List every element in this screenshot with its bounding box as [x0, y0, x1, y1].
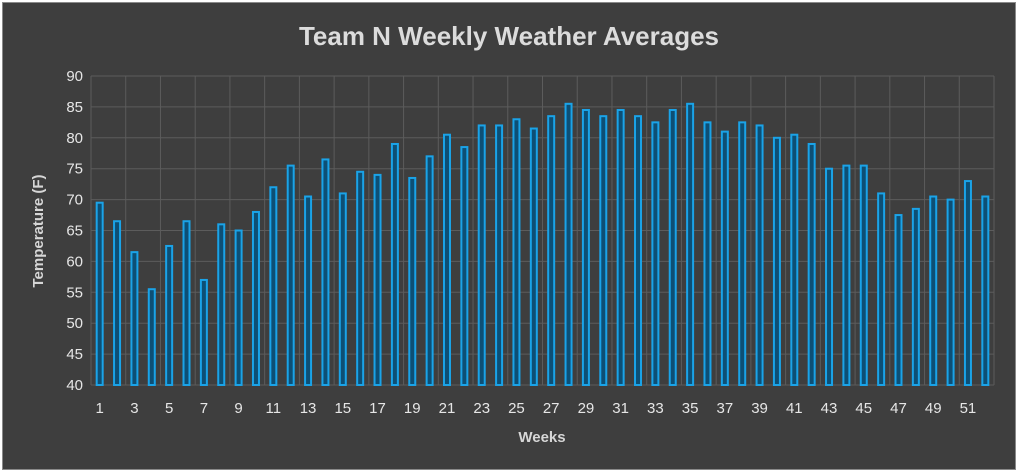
- x-tick-label: 39: [751, 400, 768, 417]
- bar-week-23: [477, 124, 486, 386]
- bar-week-17: [373, 173, 382, 386]
- y-tick-label: 45: [66, 346, 83, 363]
- x-tick-label: 11: [266, 400, 282, 417]
- bar-week-8: [217, 223, 226, 386]
- x-tick-label: 21: [439, 400, 456, 417]
- grid-lines: [90, 75, 995, 386]
- bar-week-32: [634, 115, 643, 386]
- bar-week-26: [529, 127, 538, 386]
- bar-week-14: [321, 158, 330, 386]
- bar-week-1: [95, 201, 104, 386]
- bar-week-41: [790, 133, 799, 386]
- bar-week-18: [390, 142, 399, 386]
- bar-week-31: [616, 108, 625, 387]
- x-tick-label: 19: [404, 400, 421, 417]
- bar-week-3: [130, 251, 139, 386]
- bar-week-49: [929, 195, 938, 386]
- bar-week-33: [651, 121, 660, 386]
- x-tick-label: 3: [130, 400, 138, 417]
- x-tick-label: 13: [300, 400, 317, 417]
- x-tick-label: 43: [821, 400, 838, 417]
- bar-week-7: [199, 278, 208, 386]
- bar-week-42: [807, 142, 816, 386]
- bar-week-40: [772, 136, 781, 386]
- bar-week-20: [425, 155, 434, 386]
- x-tick-label: 47: [890, 400, 907, 417]
- y-tick-label: 40: [66, 377, 83, 394]
- x-tick-label: 51: [960, 400, 977, 417]
- bar-week-21: [442, 133, 451, 386]
- x-tick-label: 29: [578, 400, 595, 417]
- bar-week-37: [720, 130, 729, 386]
- bar-week-22: [460, 146, 469, 386]
- bars: [95, 102, 990, 387]
- x-tick-label: 7: [200, 400, 208, 417]
- bar-week-46: [877, 192, 886, 386]
- y-tick-label: 90: [66, 68, 83, 85]
- x-tick-label: 33: [647, 400, 664, 417]
- y-tick-label: 50: [66, 315, 83, 332]
- bar-week-43: [825, 167, 834, 386]
- bar-week-10: [251, 210, 260, 386]
- bar-week-11: [269, 186, 278, 386]
- x-tick-label: 23: [473, 400, 490, 417]
- bar-week-39: [755, 124, 764, 386]
- bar-week-4: [147, 288, 156, 386]
- x-tick-label: 15: [334, 400, 351, 417]
- y-tick-label: 80: [66, 130, 83, 147]
- bar-week-30: [599, 115, 608, 386]
- bar-week-29: [581, 108, 590, 387]
- x-axis-ticks: 1 3 5 7 9 11 13 15 17 19 21 23 25 27 29 31 33 35 37 39 41 43 4…: [96, 400, 977, 417]
- x-tick-label: 25: [508, 400, 525, 417]
- x-tick-label: 41: [786, 400, 803, 417]
- x-tick-label: 17: [369, 400, 386, 417]
- y-axis-title: Temperature (F): [30, 174, 47, 287]
- bar-week-9: [234, 229, 243, 386]
- bar-week-36: [703, 121, 712, 386]
- x-tick-label: 49: [925, 400, 942, 417]
- y-axis-ticks: 40 45 50 55 60 65 70 75 80 85 90: [66, 68, 83, 394]
- y-tick-label: 70: [66, 192, 83, 209]
- x-tick-label: 31: [612, 400, 629, 417]
- bar-week-19: [408, 176, 417, 386]
- x-axis-title: Weeks: [518, 429, 565, 446]
- bar-week-28: [564, 102, 573, 386]
- bar-week-6: [182, 220, 191, 386]
- y-tick-label: 75: [66, 161, 83, 178]
- bar-week-27: [547, 115, 556, 386]
- bar-week-5: [165, 244, 174, 386]
- y-tick-label: 60: [66, 253, 83, 270]
- bar-week-45: [859, 164, 868, 386]
- bar-week-24: [495, 124, 504, 386]
- bar-week-44: [842, 164, 851, 386]
- x-tick-label: 5: [165, 400, 173, 417]
- y-tick-label: 65: [66, 223, 83, 240]
- bar-week-52: [981, 195, 990, 386]
- x-tick-label: 9: [234, 400, 242, 417]
- x-tick-label: 37: [716, 400, 733, 417]
- bar-week-35: [686, 102, 695, 386]
- y-tick-label: 55: [66, 284, 83, 301]
- bar-week-51: [963, 180, 972, 386]
- bar-week-34: [668, 108, 677, 387]
- x-tick-label: 35: [682, 400, 699, 417]
- bar-week-25: [512, 118, 521, 386]
- bar-week-15: [338, 192, 347, 386]
- x-tick-label: 1: [96, 400, 104, 417]
- bar-week-16: [356, 170, 365, 386]
- chart-title: Team N Weekly Weather Averages: [298, 21, 720, 51]
- bar-week-13: [304, 195, 313, 386]
- bar-week-48: [911, 207, 920, 386]
- x-tick-label: 27: [543, 400, 560, 417]
- bar-week-50: [946, 198, 955, 386]
- bar-week-38: [738, 121, 747, 386]
- bar-week-2: [113, 220, 122, 386]
- y-tick-label: 85: [66, 99, 83, 116]
- x-tick-label: 45: [855, 400, 872, 417]
- bar-week-12: [286, 164, 295, 386]
- bar-week-47: [894, 214, 903, 386]
